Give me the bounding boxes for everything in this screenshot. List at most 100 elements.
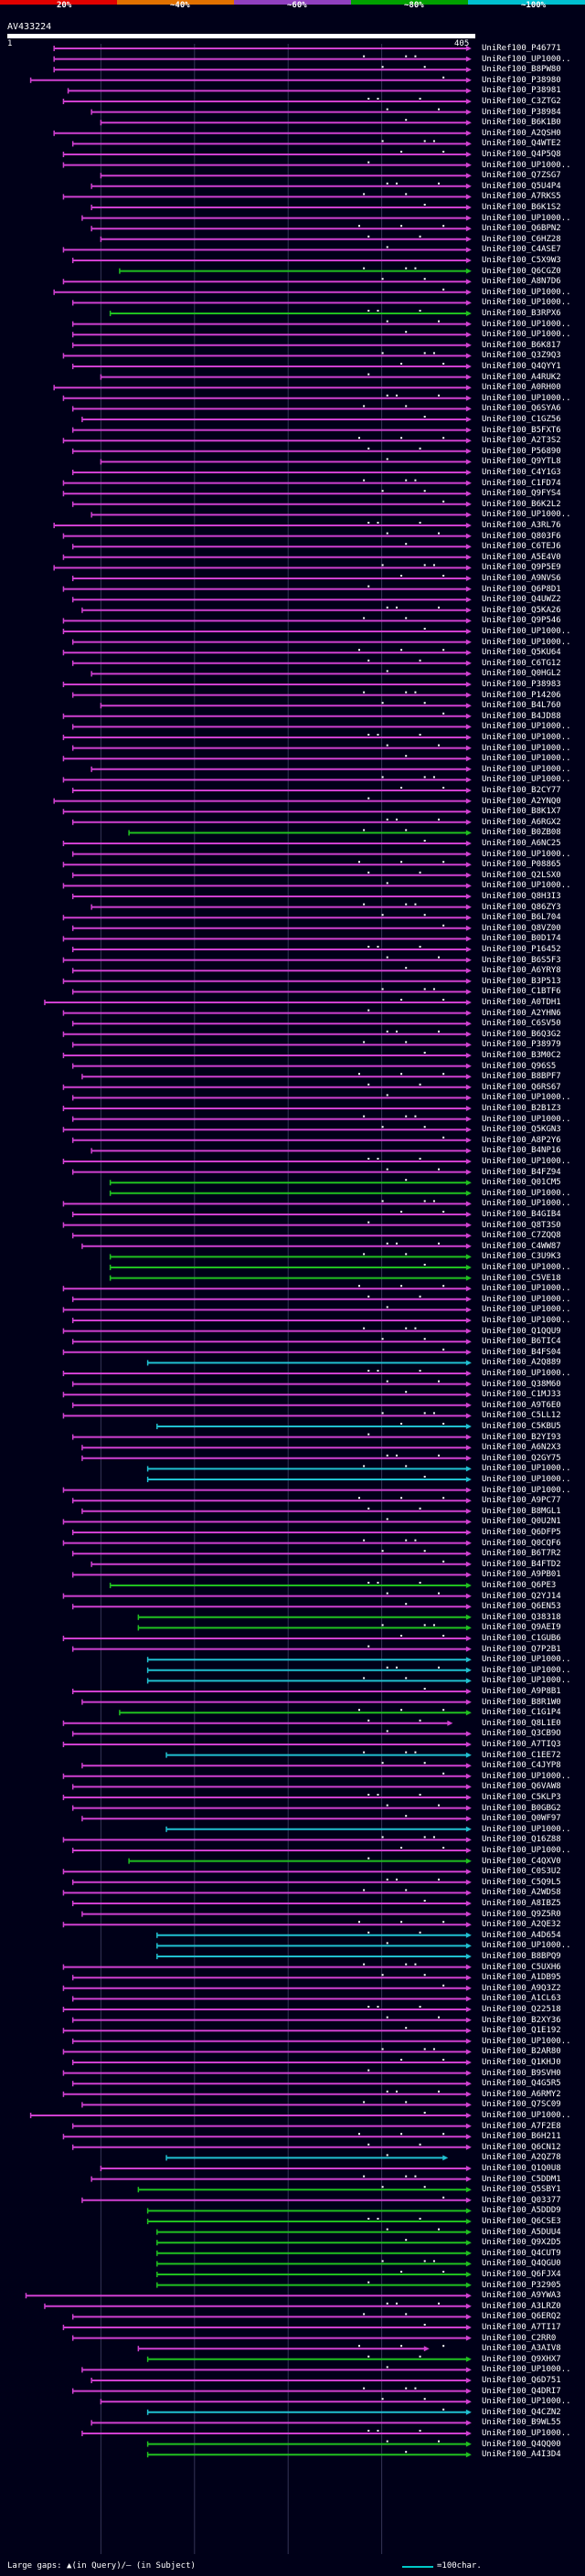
hit-row[interactable]: [71, 427, 472, 433]
hit-row[interactable]: [90, 766, 472, 772]
hit-name-link[interactable]: UniRef100_A2QZ78: [482, 2153, 561, 2163]
hit-row[interactable]: [62, 1030, 472, 1037]
hit-name-link[interactable]: UniRef100_C5X9W3: [482, 256, 561, 265]
hit-name-link[interactable]: UniRef100_C5LL12: [482, 1411, 561, 1421]
hit-row[interactable]: [71, 1784, 472, 1790]
hit-name-link[interactable]: UniRef100_A7F2E8: [482, 2121, 561, 2131]
hit-row[interactable]: [71, 1380, 472, 1387]
hit-name-link[interactable]: UniRef100_UP1000..: [482, 1316, 571, 1325]
hit-row[interactable]: [62, 151, 472, 157]
hit-name-link[interactable]: UniRef100_A9NVS6: [482, 574, 561, 583]
hit-row[interactable]: [62, 649, 472, 656]
hit-row[interactable]: [62, 479, 472, 486]
hit-name-link[interactable]: UniRef100_C4WW87: [482, 1241, 561, 1251]
hit-name-link[interactable]: UniRef100_UP1000..: [482, 393, 571, 403]
hit-name-link[interactable]: UniRef100_Q4QYY1: [482, 362, 561, 371]
hit-name-link[interactable]: UniRef100_A8IBZ5: [482, 1899, 561, 1908]
hit-name-link[interactable]: UniRef100_A7TIQ3: [482, 1740, 561, 1749]
hit-name-link[interactable]: UniRef100_C1GUB6: [482, 1634, 561, 1643]
hit-name-link[interactable]: UniRef100_UP1000..: [482, 1771, 571, 1781]
hit-row[interactable]: [81, 1454, 472, 1461]
hit-name-link[interactable]: UniRef100_UP1000..: [482, 1676, 571, 1686]
hit-name-link[interactable]: UniRef100_UP1000..: [482, 1188, 571, 1198]
hit-row[interactable]: [62, 1200, 472, 1207]
hit-row[interactable]: [90, 1148, 472, 1154]
hit-row[interactable]: [71, 691, 472, 698]
hit-name-link[interactable]: UniRef100_A6N2X3: [482, 1443, 561, 1453]
hit-name-link[interactable]: UniRef100_A9P8B1: [482, 1687, 561, 1696]
hit-row[interactable]: [62, 1221, 472, 1228]
hit-row[interactable]: [146, 1666, 472, 1673]
hit-name-link[interactable]: UniRef100_B9WL55: [482, 2418, 561, 2428]
hit-name-link[interactable]: UniRef100_A5E4V0: [482, 552, 561, 562]
hit-row[interactable]: [71, 924, 472, 931]
hit-name-link[interactable]: UniRef100_B5FXT6: [482, 425, 561, 435]
hit-row[interactable]: [62, 278, 472, 285]
hit-row[interactable]: [62, 734, 472, 740]
hit-name-link[interactable]: UniRef100_P46771: [482, 44, 561, 53]
hit-name-link[interactable]: UniRef100_B3P513: [482, 976, 561, 986]
hit-row[interactable]: [146, 1476, 472, 1482]
hit-row[interactable]: [44, 999, 472, 1005]
hit-row[interactable]: [81, 1762, 472, 1769]
hit-row[interactable]: [71, 1645, 472, 1652]
hit-row[interactable]: [53, 564, 472, 571]
hit-name-link[interactable]: UniRef100_Q9P5E9: [482, 563, 561, 573]
hit-name-link[interactable]: UniRef100_UP1000..: [482, 1464, 571, 1474]
hit-row[interactable]: [146, 1677, 472, 1684]
hit-row[interactable]: [71, 405, 472, 412]
hit-name-link[interactable]: UniRef100_Q8H3I3: [482, 892, 561, 901]
hit-row[interactable]: [146, 1465, 472, 1472]
hit-row[interactable]: [81, 2196, 472, 2203]
hit-name-link[interactable]: UniRef100_UP1000..: [482, 2111, 571, 2120]
hit-row[interactable]: [62, 1126, 472, 1133]
hit-name-link[interactable]: UniRef100_C1EE72: [482, 1750, 561, 1760]
hit-row[interactable]: [71, 724, 472, 730]
hit-row[interactable]: [81, 2366, 472, 2373]
hit-row[interactable]: [71, 946, 472, 952]
hit-row[interactable]: [71, 597, 472, 603]
hit-row[interactable]: [62, 98, 472, 104]
hit-row[interactable]: [100, 702, 472, 709]
hit-row[interactable]: [81, 1242, 472, 1249]
hit-name-link[interactable]: UniRef100_Q6PE3: [482, 1581, 557, 1590]
hit-name-link[interactable]: UniRef100_P38979: [482, 1040, 561, 1050]
hit-name-link[interactable]: UniRef100_Q6D751: [482, 2376, 561, 2385]
hit-name-link[interactable]: UniRef100_P38980: [482, 75, 561, 85]
hit-name-link[interactable]: UniRef100_Q3CB9O: [482, 1729, 561, 1739]
hit-name-link[interactable]: UniRef100_Q4QQ00: [482, 2439, 561, 2449]
hit-name-link[interactable]: UniRef100_C2RR0: [482, 2333, 557, 2343]
hit-name-link[interactable]: UniRef100_Q6SYA6: [482, 404, 561, 414]
hit-row[interactable]: [71, 1996, 472, 2002]
hit-row[interactable]: [156, 2260, 472, 2267]
hit-row[interactable]: [62, 1285, 472, 1292]
hit-name-link[interactable]: UniRef100_Q1KHJ0: [482, 2058, 561, 2067]
hit-row[interactable]: [71, 300, 472, 306]
hit-name-link[interactable]: UniRef100_A1CL63: [482, 1994, 561, 2004]
hit-row[interactable]: [71, 1847, 472, 1853]
hit-row[interactable]: [156, 2228, 472, 2235]
hit-name-link[interactable]: UniRef100_A9PC77: [482, 1496, 561, 1506]
hit-name-link[interactable]: UniRef100_UP1000..: [482, 160, 571, 170]
hit-name-link[interactable]: UniRef100_A2YHN6: [482, 1008, 561, 1018]
hit-name-link[interactable]: UniRef100_C5KLP3: [482, 1793, 561, 1802]
hit-row[interactable]: [119, 267, 472, 274]
hit-row[interactable]: [71, 1338, 472, 1345]
hit-row[interactable]: [62, 2006, 472, 2012]
hit-row[interactable]: [165, 2154, 449, 2161]
hit-row[interactable]: [44, 2302, 472, 2309]
hit-row[interactable]: [62, 1889, 472, 1896]
hit-row[interactable]: [81, 1699, 472, 1705]
hit-row[interactable]: [71, 1318, 472, 1323]
hit-row[interactable]: [109, 310, 472, 316]
hit-row[interactable]: [146, 2451, 472, 2458]
hit-row[interactable]: [62, 1009, 472, 1016]
hit-row[interactable]: [62, 840, 472, 846]
hit-row[interactable]: [62, 1518, 472, 1525]
hit-name-link[interactable]: UniRef100_UP1000..: [482, 1824, 571, 1834]
hit-row[interactable]: [62, 628, 472, 634]
hit-name-link[interactable]: UniRef100_P38981: [482, 86, 561, 96]
hit-name-link[interactable]: UniRef100_Q1QQU9: [482, 1326, 561, 1336]
hit-row[interactable]: [71, 447, 472, 454]
hit-name-link[interactable]: UniRef100_A9YWA3: [482, 2291, 561, 2301]
